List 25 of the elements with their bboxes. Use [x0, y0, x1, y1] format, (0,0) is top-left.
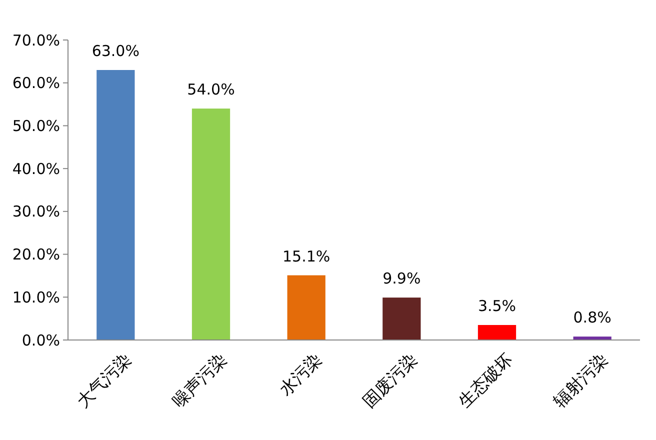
data-label: 63.0% — [92, 42, 140, 60]
y-tick-label: 40.0% — [12, 160, 60, 178]
data-label: 3.5% — [478, 297, 516, 315]
bar — [96, 70, 135, 340]
data-label: 15.1% — [282, 247, 330, 266]
y-tick-label: 0.0% — [22, 331, 60, 350]
x-tick-label: 生态破坏 — [454, 350, 517, 412]
bar — [382, 298, 421, 340]
data-label: 0.8% — [573, 308, 612, 327]
data-label: 54.0% — [187, 80, 235, 99]
y-tick-label: 60.0% — [12, 74, 60, 92]
bar — [287, 275, 326, 340]
y-tick-label: 10.0% — [12, 288, 60, 306]
y-tick-label: 20.0% — [12, 246, 60, 264]
x-tick-label: 水污染 — [276, 350, 326, 400]
bar — [192, 108, 230, 340]
x-tick-label: 噪声污染 — [168, 350, 231, 412]
y-tick-label: 70.0% — [12, 31, 60, 50]
x-tick-label: 辐射污染 — [550, 350, 612, 412]
y-tick-label: 30.0% — [12, 202, 60, 221]
y-tick-label: 50.0% — [12, 116, 60, 135]
x-tick-label: 大气污染 — [73, 350, 136, 412]
x-tick-label: 固废污染 — [359, 350, 422, 412]
bar — [478, 325, 516, 340]
data-label: 9.9% — [382, 270, 421, 288]
